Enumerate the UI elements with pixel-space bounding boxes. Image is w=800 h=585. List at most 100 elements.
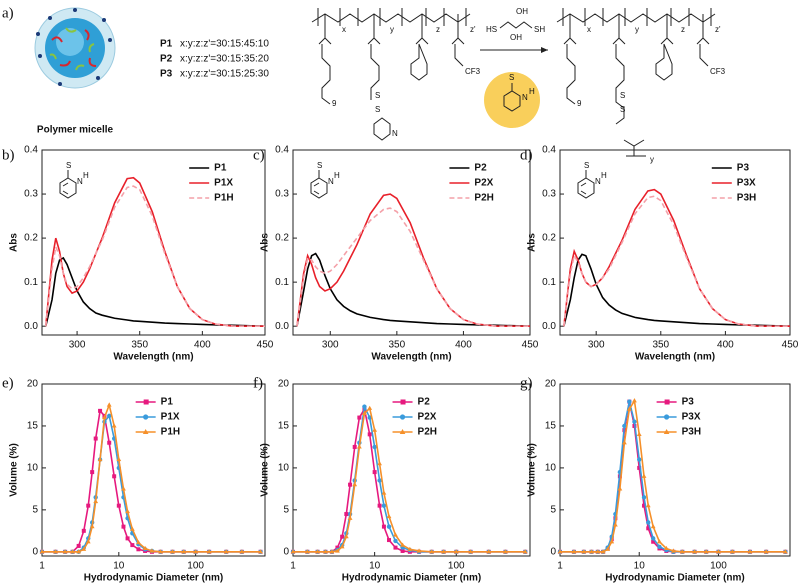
annotation: S <box>317 161 322 170</box>
plot-frame <box>559 383 791 557</box>
marker <box>352 444 357 449</box>
annotation: H <box>334 171 340 180</box>
marker <box>622 423 627 429</box>
x-tick-label: 350 <box>389 340 406 351</box>
marker <box>453 549 459 554</box>
marker <box>239 549 245 554</box>
micelle-caption: Polymer micelle <box>37 125 114 136</box>
y-axis-label: Abs <box>527 233 538 252</box>
x-tick-label: 1 <box>39 561 45 572</box>
y-tick-label: 0.3 <box>275 189 289 200</box>
marker <box>98 408 103 413</box>
marker <box>468 549 474 554</box>
marker <box>112 474 117 479</box>
marker <box>632 419 637 424</box>
structure-label: 9 <box>332 99 337 108</box>
legend-label: P2H <box>418 427 437 438</box>
legend-label: P2 <box>418 397 431 408</box>
marker <box>651 539 656 544</box>
structure-label: N <box>392 129 398 138</box>
marker <box>340 534 345 539</box>
structure-label: x <box>342 25 346 34</box>
legend-label: P2X <box>418 412 437 423</box>
marker <box>76 549 82 554</box>
structure-label: y <box>650 155 654 164</box>
marker <box>181 549 187 554</box>
structure-label: CF3 <box>710 67 726 76</box>
y-tick-label: 0.1 <box>24 277 38 288</box>
legend-marker <box>399 414 406 420</box>
panel-label: b) <box>2 147 15 163</box>
marker <box>600 549 606 554</box>
reagent-label: SH <box>534 25 545 34</box>
marker <box>612 522 618 527</box>
marker <box>90 470 95 475</box>
series-line <box>563 195 790 327</box>
marker <box>637 465 642 470</box>
x-tick-label: 1 <box>290 561 296 572</box>
marker <box>206 549 212 554</box>
y-tick-label: 20 <box>27 379 39 390</box>
legend-marker <box>663 429 670 434</box>
x-axis-label: Wavelength (nm) <box>371 352 451 363</box>
marker <box>106 402 112 407</box>
legend-label: P2 <box>474 163 487 174</box>
y-tick-label: 0.0 <box>275 321 289 332</box>
marker <box>522 549 528 554</box>
byproduct-ring <box>503 83 521 112</box>
legend-marker <box>143 399 149 405</box>
y-tick-label: 0.1 <box>542 277 556 288</box>
marker <box>158 549 164 554</box>
micelle-corona <box>36 8 112 86</box>
marker <box>362 410 367 415</box>
marker <box>372 444 377 450</box>
marker <box>121 524 126 529</box>
y-tick-label: 5 <box>283 504 289 515</box>
y-tick-label: 0.0 <box>24 321 38 332</box>
byproduct-highlight <box>484 72 540 128</box>
legend-label: P2X <box>474 178 493 189</box>
marker <box>348 482 353 487</box>
x-tick-label: 300 <box>588 340 605 351</box>
byproduct-label: H <box>529 87 535 96</box>
marker <box>85 539 91 544</box>
legend-marker <box>142 429 149 434</box>
marker <box>125 508 130 514</box>
series-line <box>296 252 531 327</box>
marker <box>646 520 651 525</box>
structure-label: 9 <box>577 99 582 108</box>
legend-marker <box>399 429 406 434</box>
legend-marker <box>664 414 670 420</box>
marker <box>339 544 345 549</box>
marker <box>356 444 362 449</box>
y-tick-label: 0.3 <box>542 189 556 200</box>
x-tick-label: 450 <box>782 340 799 351</box>
y-tick-label: 0 <box>550 546 556 557</box>
y-tick-label: 5 <box>32 504 38 515</box>
series-line <box>42 402 261 553</box>
plot-frame <box>559 149 791 336</box>
marker <box>344 512 349 517</box>
marker <box>632 398 637 403</box>
marker <box>89 524 95 529</box>
marker <box>589 549 594 554</box>
marker <box>290 549 296 554</box>
marker <box>304 549 310 554</box>
marker <box>657 539 662 544</box>
marker <box>617 486 623 491</box>
marker <box>377 478 382 483</box>
arrow-head <box>541 47 548 53</box>
x-tick-label: 450 <box>257 340 274 351</box>
marker <box>93 436 98 441</box>
annotation: N <box>77 177 83 186</box>
plot-frame <box>292 383 531 557</box>
left-polymer <box>311 8 471 141</box>
y-tick-label: 0.0 <box>542 321 556 332</box>
marker <box>315 549 320 554</box>
x-tick-label: 300 <box>322 340 339 351</box>
x-tick-label: 100 <box>448 561 465 572</box>
y-tick-label: 20 <box>545 379 557 390</box>
marker <box>650 536 656 541</box>
